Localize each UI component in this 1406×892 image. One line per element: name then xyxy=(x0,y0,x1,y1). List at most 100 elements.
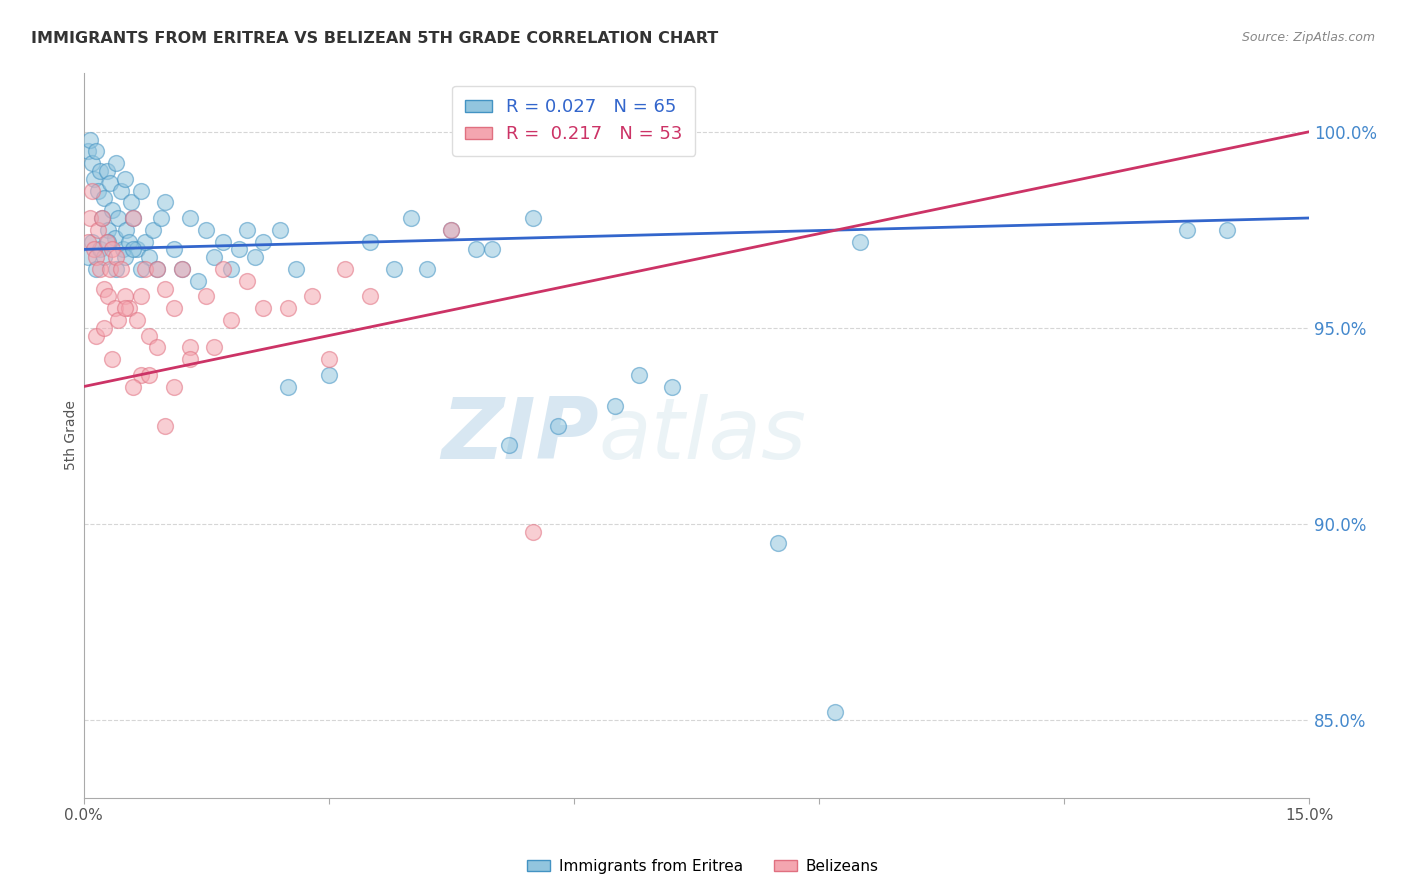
Point xyxy=(252,235,274,249)
Point xyxy=(121,379,143,393)
Point xyxy=(245,250,267,264)
Point xyxy=(628,368,651,382)
Point xyxy=(79,211,101,225)
Point xyxy=(114,250,136,264)
Point xyxy=(277,301,299,315)
Point xyxy=(146,340,169,354)
Point xyxy=(134,235,156,249)
Point xyxy=(481,243,503,257)
Point xyxy=(211,235,233,249)
Point xyxy=(138,368,160,382)
Legend: R = 0.027   N = 65, R =  0.217   N = 53: R = 0.027 N = 65, R = 0.217 N = 53 xyxy=(453,86,696,156)
Point xyxy=(219,313,242,327)
Point xyxy=(150,211,173,225)
Point xyxy=(118,301,141,315)
Point xyxy=(125,243,148,257)
Point xyxy=(285,262,308,277)
Point xyxy=(522,524,544,539)
Point xyxy=(162,243,184,257)
Point xyxy=(1216,223,1239,237)
Point xyxy=(96,235,118,249)
Point xyxy=(90,211,112,225)
Point xyxy=(179,211,201,225)
Point xyxy=(93,320,115,334)
Point xyxy=(318,368,340,382)
Point xyxy=(90,211,112,225)
Point xyxy=(114,301,136,315)
Point xyxy=(80,235,103,249)
Point xyxy=(121,243,143,257)
Point xyxy=(105,262,128,277)
Point xyxy=(170,262,193,277)
Point xyxy=(155,281,177,295)
Point xyxy=(179,340,201,354)
Point xyxy=(120,195,142,210)
Legend: Immigrants from Eritrea, Belizeans: Immigrants from Eritrea, Belizeans xyxy=(522,853,884,880)
Point xyxy=(115,223,138,237)
Text: Source: ZipAtlas.com: Source: ZipAtlas.com xyxy=(1241,31,1375,45)
Point xyxy=(104,230,127,244)
Point xyxy=(301,289,323,303)
Point xyxy=(104,301,127,315)
Point xyxy=(107,211,129,225)
Point xyxy=(80,184,103,198)
Point xyxy=(211,262,233,277)
Point xyxy=(101,203,124,218)
Point xyxy=(101,352,124,367)
Point xyxy=(603,399,626,413)
Point xyxy=(129,368,152,382)
Point xyxy=(318,352,340,367)
Point xyxy=(98,176,121,190)
Point xyxy=(195,223,218,237)
Point xyxy=(382,262,405,277)
Point xyxy=(93,191,115,205)
Point xyxy=(142,223,165,237)
Point xyxy=(170,262,193,277)
Point xyxy=(252,301,274,315)
Point xyxy=(849,235,872,249)
Point xyxy=(97,223,120,237)
Point xyxy=(125,313,148,327)
Point xyxy=(98,262,121,277)
Point xyxy=(416,262,439,277)
Text: atlas: atlas xyxy=(599,394,807,477)
Point xyxy=(236,223,259,237)
Text: ZIP: ZIP xyxy=(440,394,599,477)
Point xyxy=(277,379,299,393)
Point xyxy=(93,281,115,295)
Point xyxy=(155,418,177,433)
Point xyxy=(359,235,381,249)
Point xyxy=(333,262,356,277)
Point xyxy=(89,243,111,257)
Point xyxy=(204,340,226,354)
Point xyxy=(101,243,124,257)
Point xyxy=(1175,223,1198,237)
Point xyxy=(121,211,143,225)
Point xyxy=(76,250,98,264)
Point xyxy=(547,418,569,433)
Point xyxy=(89,164,111,178)
Point xyxy=(79,133,101,147)
Point xyxy=(138,250,160,264)
Point xyxy=(187,274,209,288)
Point xyxy=(87,184,110,198)
Point xyxy=(97,289,120,303)
Point xyxy=(219,262,242,277)
Point xyxy=(97,235,120,249)
Point xyxy=(87,223,110,237)
Point xyxy=(105,156,128,170)
Point xyxy=(96,164,118,178)
Point xyxy=(155,195,177,210)
Y-axis label: 5th Grade: 5th Grade xyxy=(65,401,79,470)
Point xyxy=(121,211,143,225)
Point xyxy=(359,289,381,303)
Point xyxy=(93,250,115,264)
Point xyxy=(105,250,128,264)
Point xyxy=(766,536,789,550)
Point xyxy=(440,223,463,237)
Point xyxy=(269,223,291,237)
Point xyxy=(228,243,250,257)
Point xyxy=(440,223,463,237)
Point xyxy=(84,328,107,343)
Point xyxy=(129,262,152,277)
